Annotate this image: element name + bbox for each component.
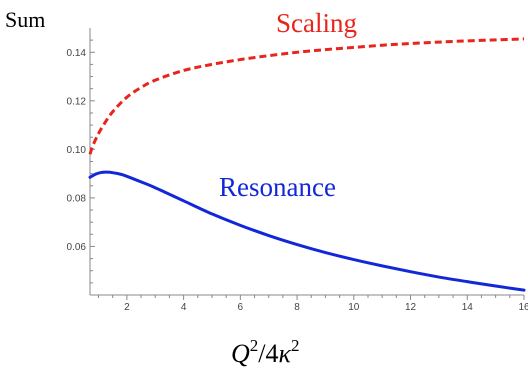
series-layer <box>88 37 526 292</box>
y-tick-label: 0.12 <box>67 96 87 107</box>
x-label-exp2: 2 <box>291 336 300 355</box>
x-tick-label: 14 <box>462 302 474 313</box>
series-label-resonance: Resonance <box>219 172 336 202</box>
y-axis-label: Sum <box>5 7 45 32</box>
x-tick-label: 6 <box>238 302 244 313</box>
y-tick-label: 0.10 <box>67 145 87 156</box>
x-label-kappa: κ <box>279 339 292 368</box>
x-label-exp1: 2 <box>250 336 259 355</box>
x-tick-label: 8 <box>294 302 300 313</box>
y-tick-label: 0.06 <box>67 242 87 253</box>
y-axis-ticks: 0.06 0.08 0.10 0.12 0.14 <box>67 39 95 284</box>
x-axis-ticks: 2 4 6 8 10 12 14 16 <box>98 295 528 313</box>
x-tick-label: 16 <box>518 302 528 313</box>
x-tick-label: 12 <box>405 302 417 313</box>
y-tick-label: 0.14 <box>67 48 87 59</box>
x-label-mid: /4 <box>258 339 278 368</box>
series-line-scaling <box>88 37 525 155</box>
series-line-resonance <box>88 170 526 292</box>
x-tick-label: 10 <box>348 302 360 313</box>
y-tick-label: 0.08 <box>67 193 87 204</box>
x-tick-label: 4 <box>181 302 187 313</box>
x-tick-label: 2 <box>124 302 130 313</box>
x-label-q: Q <box>231 339 250 368</box>
x-axis-label: Q2/4κ2 <box>231 336 300 368</box>
series-label-scaling: Scaling <box>276 8 357 38</box>
